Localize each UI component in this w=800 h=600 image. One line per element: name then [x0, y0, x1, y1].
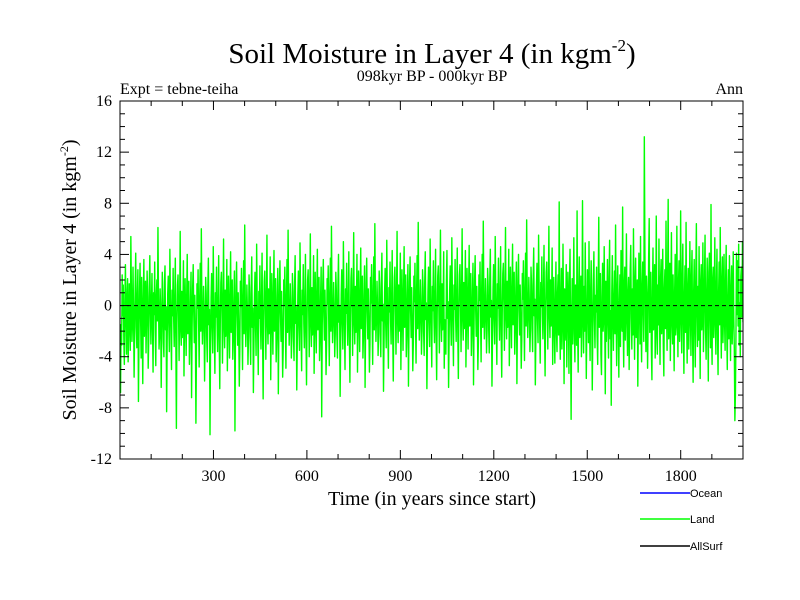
y-tick-label: 0: [104, 298, 112, 315]
y-tick-label: -4: [99, 349, 112, 366]
x-tick-label: 1200: [478, 468, 510, 485]
y-tick-label: -12: [91, 451, 112, 468]
x-tick-label: 1500: [571, 468, 603, 485]
x-tick-label: 300: [201, 468, 225, 485]
season-label: Ann: [715, 81, 743, 98]
legend-label-allsurf: AllSurf: [690, 541, 723, 553]
chart-title-main: Soil Moisture in Layer 4 (in kgm: [228, 38, 612, 70]
series-layer: [120, 136, 743, 436]
chart-title-sup: -2: [612, 36, 626, 55]
x-axis-label: Time (in years since start): [328, 488, 536, 510]
legend-label-ocean: Ocean: [690, 488, 722, 500]
y-tick-label: -8: [99, 400, 112, 417]
legend: Ocean Land AllSurf: [640, 488, 723, 553]
axis-ticks: 300 600 900 1200 1500 1800 -12 -8 -4 0 4 8 12 16: [91, 93, 743, 485]
x-tick-label: 900: [388, 468, 412, 485]
series-line-land: [120, 136, 743, 436]
y-tick-label: 16: [96, 93, 112, 110]
x-tick-label: 1800: [665, 468, 697, 485]
legend-label-land: Land: [690, 514, 714, 526]
y-tick-label: 12: [96, 144, 112, 161]
chart-title-close: ): [626, 38, 636, 70]
y-tick-label: 4: [104, 246, 112, 263]
expt-label: Expt = tebne-teiha: [120, 81, 238, 98]
y-axis-label-close: ): [59, 139, 81, 146]
chart-subtitle: 098kyr BP - 000kyr BP: [357, 68, 508, 85]
chart-title: Soil Moisture in Layer 4 (in kgm-2): [228, 36, 635, 70]
x-tick-label: 600: [295, 468, 319, 485]
y-axis-label-sup: -2: [57, 146, 71, 156]
y-tick-label: 8: [104, 195, 112, 212]
y-axis-label-main: Soil Moisture in Layer 4 (in kgm: [59, 156, 81, 421]
y-axis-label: Soil Moisture in Layer 4 (in kgm-2): [57, 139, 81, 420]
